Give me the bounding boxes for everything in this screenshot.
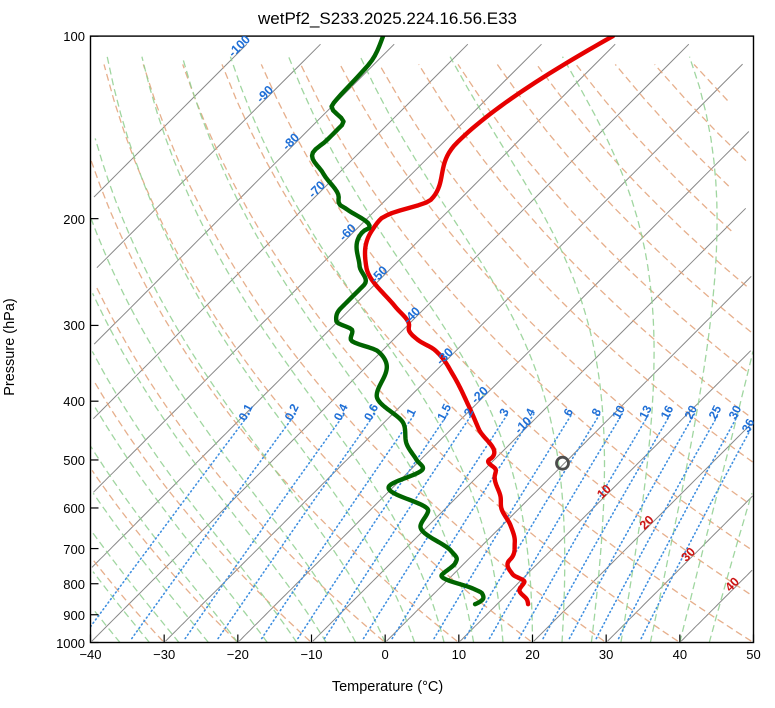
svg-text:10: 10 <box>609 403 628 422</box>
svg-text:36: 36 <box>739 416 758 435</box>
svg-text:-30: -30 <box>433 345 456 368</box>
svg-text:40: 40 <box>722 575 742 595</box>
svg-text:0.2: 0.2 <box>282 401 302 423</box>
svg-text:6: 6 <box>561 406 577 419</box>
svg-text:0.6: 0.6 <box>361 401 381 423</box>
svg-text:-40: -40 <box>401 304 424 327</box>
svg-text:-70: -70 <box>305 178 328 201</box>
svg-text:0.4: 0.4 <box>331 401 351 423</box>
svg-text:-80: -80 <box>280 130 303 153</box>
svg-text:30: 30 <box>726 403 745 422</box>
svg-text:1.5: 1.5 <box>434 401 454 423</box>
svg-text:20: 20 <box>682 403 701 422</box>
svg-text:0.1: 0.1 <box>236 401 256 423</box>
svg-text:-90: -90 <box>254 83 277 106</box>
svg-text:1: 1 <box>403 406 419 419</box>
svg-text:25: 25 <box>706 403 725 422</box>
svg-text:16: 16 <box>658 403 677 422</box>
svg-text:10: 10 <box>594 482 614 502</box>
